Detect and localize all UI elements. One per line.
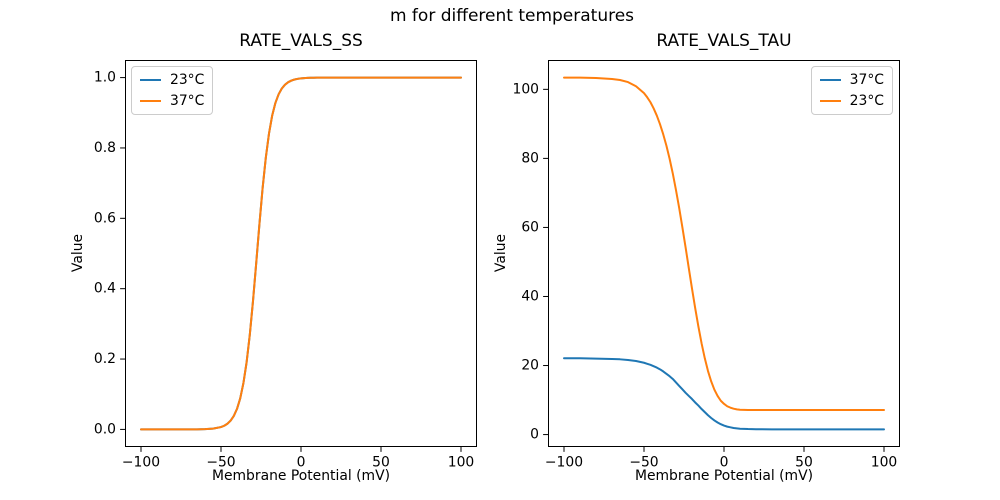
x-tick-label: −50: [629, 454, 658, 470]
x-tick-label: 50: [795, 454, 813, 470]
legend-entry: 23°C: [140, 72, 204, 88]
x-tick-label: 50: [372, 454, 390, 470]
x-axis-label-right: Membrane Potential (mV): [634, 468, 813, 484]
y-tick-label: 0.8: [94, 139, 116, 155]
legend-entry-label: 23°C: [849, 93, 884, 109]
y-tick-label: 100: [512, 81, 539, 97]
subplot-right-title: RATE_VALS_TAU: [656, 31, 792, 51]
x-tick-label: 100: [871, 454, 898, 470]
legend-line-sample: [140, 99, 161, 103]
x-tick-label: 0: [297, 454, 306, 470]
legend-entry: 37°C: [140, 93, 204, 109]
x-tick-label: 0: [720, 454, 729, 470]
series-line-37°C: [563, 356, 885, 430]
series-line-37°C: [140, 76, 462, 430]
legend-entry-label: 37°C: [170, 93, 205, 109]
plot-svg-0: −100 −50 0 50 100 0.0 0.2 0.4 0.6 0.8 1.0: [94, 59, 477, 470]
subplot-left-title: RATE_VALS_SS: [239, 31, 363, 51]
y-tick-label: 20: [521, 357, 539, 373]
y-tick-label: 80: [521, 150, 539, 166]
axes-spines: [125, 59, 477, 447]
figure-title: m for different temperatures: [389, 6, 635, 26]
y-tick-label: 0.2: [94, 351, 116, 367]
y-axis-label-left: Value: [70, 233, 86, 273]
legend-line-sample: [819, 99, 841, 103]
axes-spines: [548, 59, 900, 447]
x-tick-label: −100: [122, 454, 160, 470]
y-tick-label: 40: [521, 288, 539, 304]
legend-0: 23°C 37°C: [131, 66, 214, 115]
plot-svg-1: −100 −50 0 50 100 0 20 40 60 80 100: [512, 59, 900, 470]
y-tick-label: 1.0: [94, 69, 116, 85]
legend-1: 37°C 23°C: [810, 66, 893, 115]
legend-line-sample: [819, 78, 841, 82]
y-tick-label: 0.6: [94, 210, 116, 226]
legend-entry: 37°C: [819, 72, 884, 88]
y-tick-label: 60: [521, 219, 539, 235]
series-line-23°C: [140, 76, 462, 430]
x-axis-label-left: Membrane Potential (mV): [211, 468, 390, 484]
y-tick-label: 0: [530, 426, 539, 442]
x-tick-label: −100: [545, 454, 583, 470]
legend-entry-label: 23°C: [170, 72, 205, 88]
y-axis-label-right: Value: [493, 233, 509, 273]
series-line-23°C: [563, 76, 885, 411]
x-tick-label: 100: [448, 454, 475, 470]
y-tick-label: 0.4: [94, 280, 116, 296]
legend-line-sample: [140, 78, 161, 82]
x-tick-label: −50: [206, 454, 235, 470]
y-tick-label: 0.0: [94, 421, 116, 437]
legend-entry-label: 37°C: [849, 72, 884, 88]
legend-entry: 23°C: [819, 93, 884, 109]
